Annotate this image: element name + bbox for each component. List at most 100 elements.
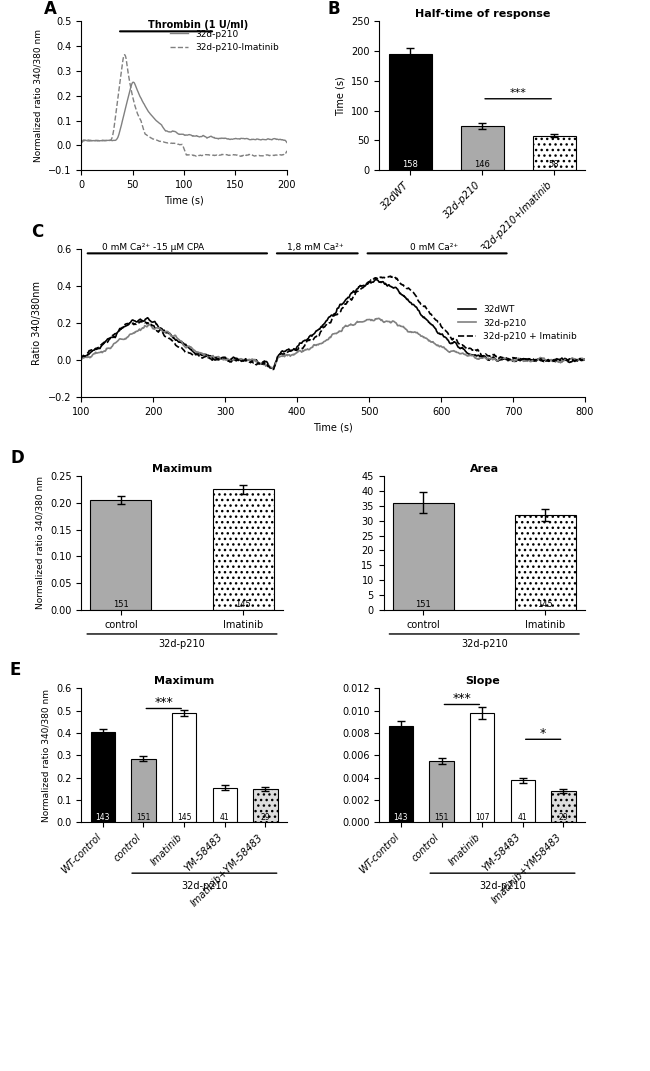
32dWT: [237, 353, 244, 366]
32d-p210: [410, 326, 417, 338]
32d-p210: [283, 136, 291, 149]
32d-p210 + Imatinib: [471, 344, 478, 357]
32d-p210: [533, 353, 541, 366]
Y-axis label: Time (s): Time (s): [335, 76, 346, 116]
32d-p210 + Imatinib: [269, 363, 277, 376]
Bar: [430, 760, 454, 823]
32d-p210-Imatinib: [145, 130, 153, 142]
Text: 145: 145: [538, 600, 553, 609]
Text: 41: 41: [518, 813, 528, 821]
Text: 0 mM Ca²⁺: 0 mM Ca²⁺: [410, 243, 458, 252]
Bar: [393, 502, 454, 609]
32d-p210-Imatinib: [77, 136, 85, 149]
32d-p210: [227, 133, 235, 146]
Text: 58: 58: [549, 160, 560, 169]
Bar: [551, 791, 576, 823]
Text: Thrombin (1 U/ml): Thrombin (1 U/ml): [148, 19, 248, 30]
Bar: [213, 787, 237, 823]
Legend: 32d-p210, 32d-p210-Imatinib: 32d-p210, 32d-p210-Imatinib: [166, 26, 282, 56]
32d-p210: [269, 362, 277, 375]
Text: ***: ***: [154, 696, 173, 709]
Text: 143: 143: [96, 813, 110, 821]
32d-p210 + Imatinib: [201, 350, 209, 363]
Bar: [90, 731, 115, 823]
Line: 32d-p210: 32d-p210: [81, 82, 287, 142]
Text: 32d-p210: 32d-p210: [181, 881, 228, 891]
Y-axis label: Normalized ratio 340/380 nm: Normalized ratio 340/380 nm: [34, 29, 43, 163]
Text: C: C: [31, 223, 43, 241]
Text: 143: 143: [394, 813, 408, 821]
Text: 32d-p210: 32d-p210: [479, 881, 526, 891]
32d-p210-Imatinib: [121, 48, 129, 61]
32d-p210 + Imatinib: [237, 353, 244, 366]
32d-p210: [207, 130, 215, 142]
Title: Maximum: Maximum: [152, 464, 212, 473]
32d-p210-Imatinib: [207, 149, 215, 162]
32d-p210: [77, 352, 85, 365]
Bar: [213, 489, 274, 609]
Text: ***: ***: [510, 88, 526, 97]
X-axis label: Time (s): Time (s): [164, 195, 204, 206]
Text: 146: 146: [474, 160, 490, 169]
Bar: [389, 55, 432, 170]
32d-p210: [201, 349, 209, 362]
32d-p210 + Imatinib: [77, 351, 85, 364]
Text: ***: ***: [452, 692, 471, 705]
Y-axis label: Normalized ratio 340/380 nm: Normalized ratio 340/380 nm: [35, 477, 44, 609]
Text: 29: 29: [261, 813, 270, 821]
Line: 32dWT: 32dWT: [81, 280, 585, 368]
Bar: [511, 781, 535, 823]
32d-p210: [77, 136, 85, 149]
Bar: [90, 500, 151, 609]
Text: 41: 41: [220, 813, 229, 821]
32dWT: [77, 352, 85, 365]
Bar: [532, 136, 576, 170]
32d-p210 + Imatinib: [387, 270, 395, 283]
32d-p210: [471, 351, 478, 364]
32d-p210: [581, 353, 589, 366]
Line: 32d-p210: 32d-p210: [81, 318, 585, 368]
32d-p210: [145, 106, 153, 119]
32d-p210-Imatinib: [226, 149, 234, 162]
Text: 29: 29: [558, 813, 568, 821]
32dWT: [410, 298, 417, 311]
Bar: [172, 713, 196, 823]
Line: 32d-p210-Imatinib: 32d-p210-Imatinib: [81, 55, 287, 156]
32d-p210: [237, 352, 244, 365]
Text: 158: 158: [402, 160, 418, 169]
32d-p210: [226, 133, 234, 146]
32d-p210 + Imatinib: [533, 353, 541, 366]
Text: 107: 107: [475, 813, 489, 821]
Bar: [515, 515, 576, 609]
32dWT: [373, 273, 381, 286]
32d-p210-Imatinib: [102, 134, 110, 147]
Text: 32d-p210: 32d-p210: [461, 639, 508, 649]
Text: 145: 145: [235, 600, 251, 609]
Text: 0 mM Ca²⁺ -15 μM CPA: 0 mM Ca²⁺ -15 μM CPA: [102, 243, 204, 252]
32dWT: [533, 353, 541, 366]
Text: 32d-p210: 32d-p210: [159, 639, 205, 649]
Line: 32d-p210 + Imatinib: 32d-p210 + Imatinib: [81, 276, 585, 369]
32d-p210-Imatinib: [283, 145, 291, 157]
Legend: 32dWT, 32d-p210, 32d-p210 + Imatinib: 32dWT, 32d-p210, 32d-p210 + Imatinib: [454, 301, 580, 345]
Title: Maximum: Maximum: [154, 676, 214, 687]
32dWT: [581, 353, 589, 366]
32dWT: [471, 348, 478, 361]
Text: E: E: [9, 661, 21, 679]
Text: D: D: [11, 449, 25, 467]
Title: Slope: Slope: [465, 676, 500, 687]
32d-p210 + Imatinib: [410, 286, 417, 299]
Text: *: *: [540, 726, 546, 740]
32d-p210-Imatinib: [159, 135, 167, 148]
32d-p210 + Imatinib: [581, 353, 589, 366]
32dWT: [219, 351, 227, 364]
X-axis label: Time (s): Time (s): [313, 423, 353, 433]
Text: 151: 151: [113, 600, 129, 609]
32d-p210: [159, 121, 167, 134]
32d-p210: [375, 312, 383, 325]
Bar: [470, 713, 495, 823]
Title: Half-time of response: Half-time of response: [415, 10, 550, 19]
Title: Area: Area: [470, 464, 499, 473]
Y-axis label: Ratio 340/380nm: Ratio 340/380nm: [32, 281, 42, 365]
Text: 145: 145: [177, 813, 191, 821]
